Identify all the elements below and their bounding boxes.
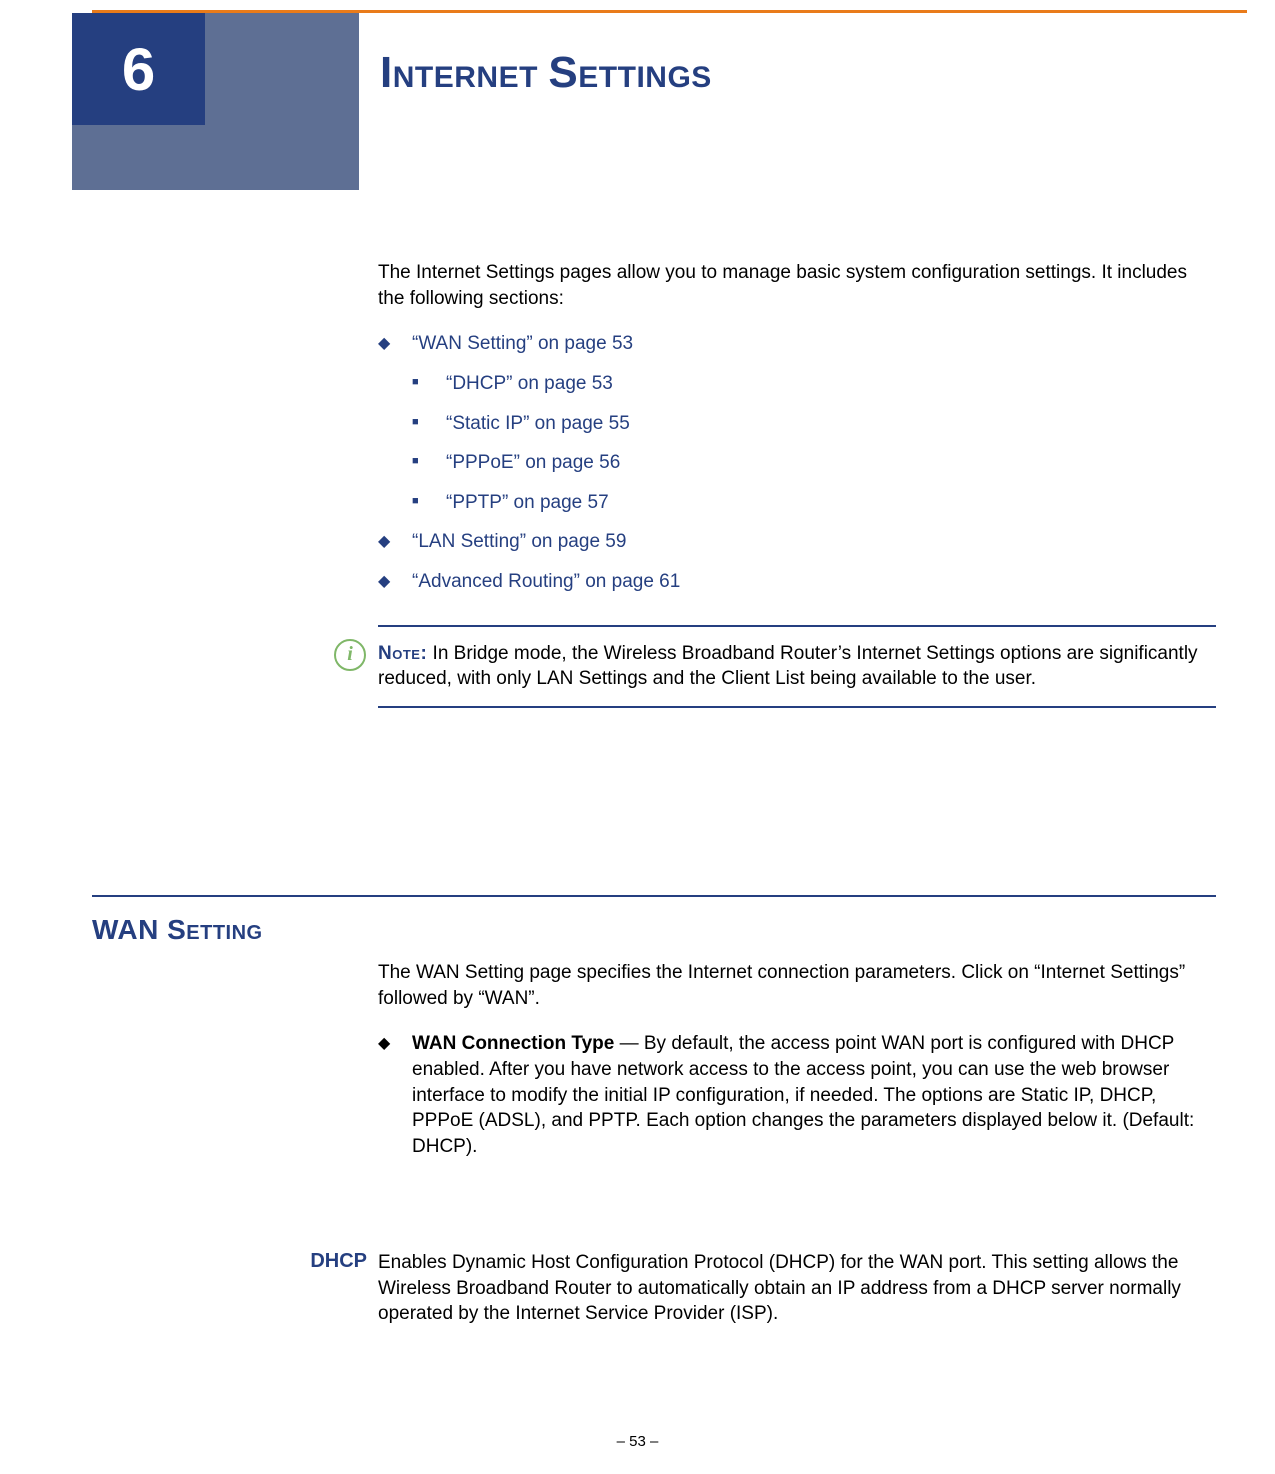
page-number: – 53 –	[0, 1433, 1275, 1450]
section-rule	[92, 895, 1216, 897]
wan-connection-type-item: WAN Connection Type — By default, the ac…	[378, 1031, 1216, 1159]
dhcp-text: Enables Dynamic Host Configuration Proto…	[378, 1250, 1216, 1327]
wan-intro: The WAN Setting page specifies the Inter…	[378, 960, 1216, 1011]
chapter-title: INTERNET SETTINGS	[380, 48, 712, 98]
wan-bullet-list: WAN Connection Type — By default, the ac…	[378, 1031, 1216, 1159]
wan-setting-heading: WAN SETTING	[92, 914, 263, 946]
toc-link-lan-setting[interactable]: “LAN Setting” on page 59	[378, 529, 1216, 555]
info-icon	[334, 639, 366, 671]
note-label: Note:	[378, 643, 427, 664]
toc-link-static-ip[interactable]: “Static IP” on page 55	[412, 411, 1216, 437]
note-box: Note: In Bridge mode, the Wireless Broad…	[378, 625, 1216, 708]
toc-link-pppoe[interactable]: “PPPoE” on page 56	[412, 450, 1216, 476]
wan-connection-type-label: WAN Connection Type	[412, 1033, 614, 1054]
chapter-number: 6	[122, 35, 155, 104]
toc-link-pptp[interactable]: “PPTP” on page 57	[412, 490, 1216, 516]
intro-paragraph: The Internet Settings pages allow you to…	[378, 260, 1216, 311]
toc-link-wan-setting[interactable]: “WAN Setting” on page 53 “DHCP” on page …	[378, 331, 1216, 515]
dhcp-margin-label: DHCP	[310, 1250, 367, 1273]
toc-list: “WAN Setting” on page 53 “DHCP” on page …	[378, 331, 1216, 594]
note-text: Note: In Bridge mode, the Wireless Broad…	[378, 641, 1216, 692]
toc-link-dhcp[interactable]: “DHCP” on page 53	[412, 371, 1216, 397]
toc-link-advanced-routing[interactable]: “Advanced Routing” on page 61	[378, 569, 1216, 595]
chapter-number-box: 6	[72, 13, 205, 125]
